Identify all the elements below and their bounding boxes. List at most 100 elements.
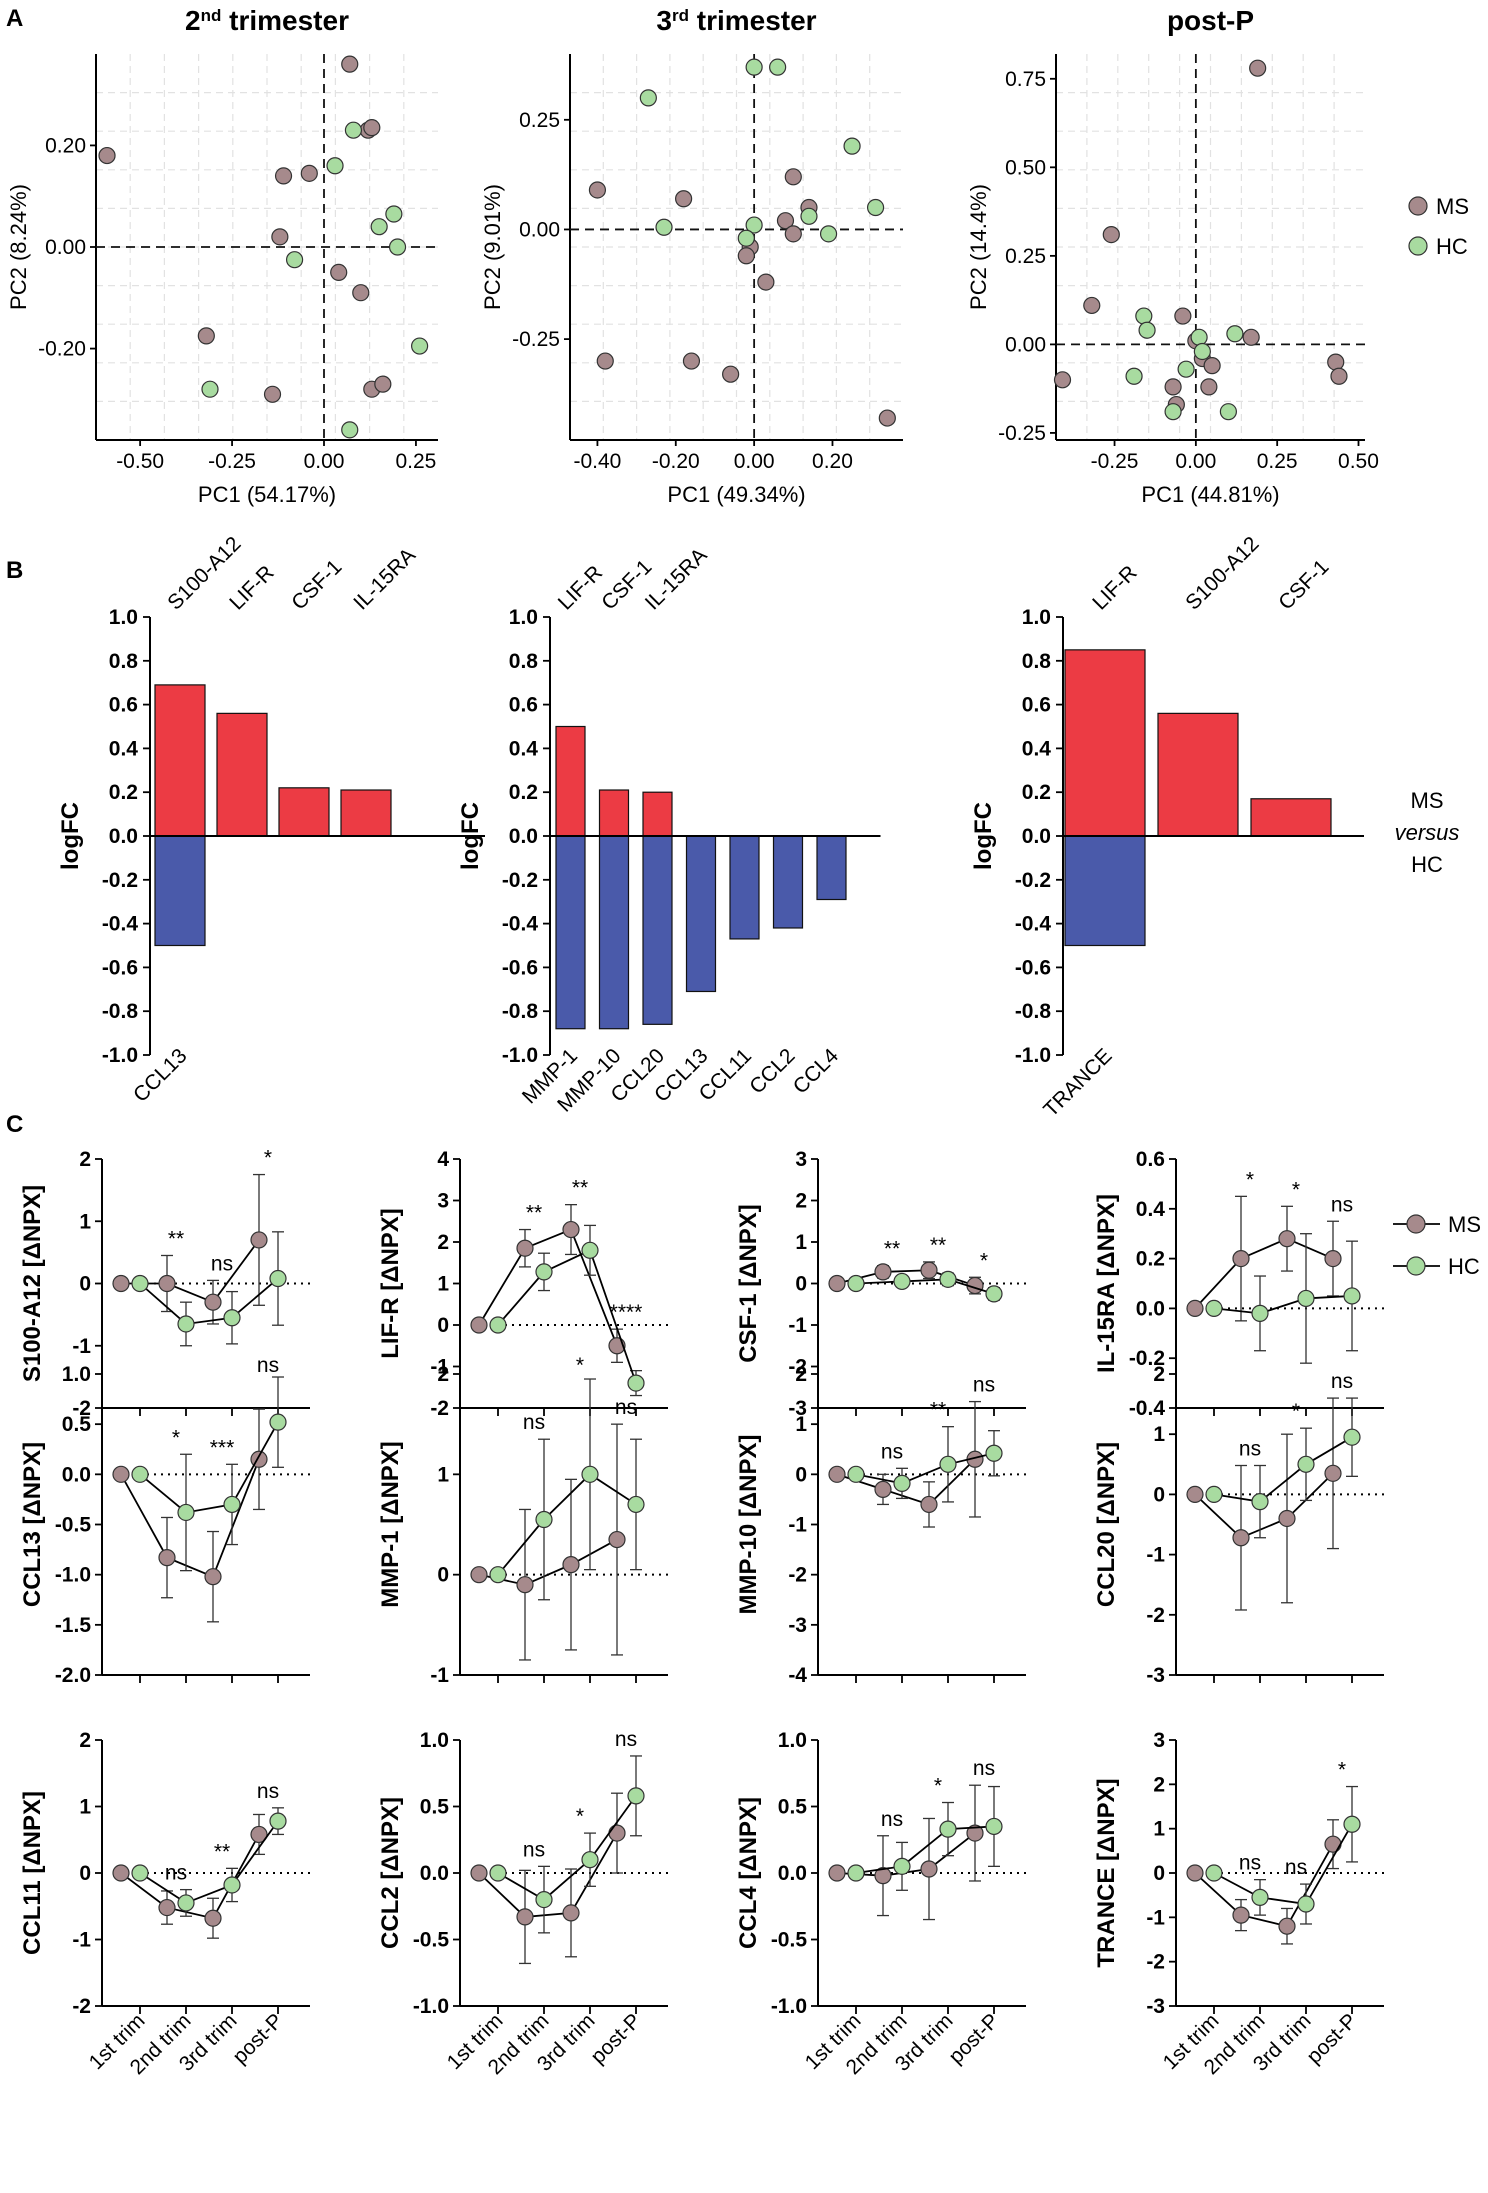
- point-hc: [745, 216, 763, 234]
- y-tick-label: 1: [79, 1796, 91, 1819]
- y-tick-label: 0.50: [1005, 156, 1046, 179]
- point-hc: [893, 1272, 911, 1291]
- point-hc: [581, 1851, 599, 1869]
- y-tick-label: -1.0: [1015, 1044, 1051, 1067]
- point-ms: [562, 1904, 580, 1922]
- point-hc: [535, 1263, 553, 1281]
- point-hc: [177, 1315, 195, 1333]
- point-ms: [1174, 307, 1192, 325]
- y-tick-label: -0.6: [1015, 956, 1051, 979]
- series-line-ms: [478, 1228, 618, 1347]
- y-tick-label: 0.4: [1022, 737, 1052, 760]
- point-ms: [112, 1864, 130, 1882]
- point-ms: [1053, 371, 1072, 389]
- point-ms: [158, 1274, 176, 1293]
- significance-label: *: [934, 1775, 942, 1798]
- series-line-ms: [1194, 1843, 1334, 1928]
- category-label-top: LIF-R: [1088, 561, 1141, 614]
- y-tick-label: -2: [430, 1397, 449, 1420]
- y-tick-label: -3: [1146, 1664, 1165, 1687]
- x-axis-label: PC1 (44.81%): [1141, 482, 1279, 507]
- series-line-hc: [497, 1473, 637, 1576]
- y-tick-label: 0.2: [1136, 1248, 1165, 1271]
- y-tick-label: 0.00: [1005, 333, 1046, 356]
- x-tick-label: 0.00: [734, 450, 775, 473]
- y-tick-label: -0.25: [998, 422, 1046, 445]
- y-tick-label: 0.5: [62, 1413, 92, 1436]
- y-tick-label: -0.4: [1015, 913, 1052, 936]
- y-tick-label: 0: [79, 1273, 91, 1296]
- point-hc: [1125, 367, 1143, 385]
- x-tick-label: 0.00: [1175, 450, 1216, 473]
- y-tick-label: 1: [795, 1231, 807, 1254]
- point-ms: [1278, 1230, 1296, 1248]
- category-label-bottom: CCL13: [129, 1044, 191, 1106]
- point-ms: [1232, 1529, 1250, 1547]
- point-ms: [98, 146, 116, 165]
- pca-3rd-chart: -0.40 -0.20 0.00 0.20 -0.25 0.00 0.25 PC1 (49.3…: [480, 5, 903, 507]
- y-tick-label: 0.0: [778, 1862, 807, 1885]
- x-tick-label: 0.50: [1338, 450, 1379, 473]
- y-tick-label: -3: [788, 1397, 807, 1420]
- y-tick-label: -1: [1146, 1906, 1165, 1929]
- y-tick-label: 0: [795, 1273, 807, 1296]
- point-ms: [874, 1480, 892, 1498]
- bar-3rd-chart: -1.0 -0.8 -0.6 -0.4 -0.2 0.0 0.2 0.4 0.6 0.8 1.0 lo…: [457, 544, 881, 1117]
- y-tick-label: 0.5: [420, 1796, 450, 1819]
- panel-label-b: B: [6, 557, 23, 584]
- y-tick-label: -2: [1146, 1604, 1165, 1627]
- x-tick-label: 0.00: [304, 450, 345, 473]
- y-tick-label: -1: [1146, 1544, 1165, 1567]
- point-hc: [1205, 1485, 1223, 1504]
- point-hc: [341, 421, 359, 439]
- significance-label: *: [1292, 1400, 1300, 1423]
- point-hc: [411, 337, 429, 355]
- point-hc: [627, 1374, 645, 1392]
- y-tick-label: 0.8: [1022, 650, 1052, 673]
- line-il15ra-chart: -0.4 -0.2 0.0 0.2 0.4 0.6 IL-15RA [ΔNPX] * * ns: [1093, 1148, 1384, 1420]
- significance-label: **: [214, 1840, 230, 1863]
- y-tick-label: -1.0: [413, 1995, 449, 2018]
- bar-down: [816, 835, 847, 901]
- point-hc: [177, 1503, 195, 1522]
- series-line-hc: [1213, 1823, 1353, 1906]
- category-label-top: LIF-R: [554, 561, 607, 614]
- y-tick-label: 0.00: [45, 236, 86, 259]
- y-axis-label: CCL11 [ΔNPX]: [19, 1791, 46, 1955]
- significance-label: ns: [973, 1757, 995, 1780]
- point-ms: [1102, 226, 1120, 244]
- point-ms: [675, 190, 693, 208]
- point-hc: [939, 1820, 957, 1838]
- y-tick-label: 0.0: [62, 1463, 91, 1486]
- y-tick-label: 1: [795, 1413, 807, 1436]
- category-label-top: IL-15RA: [641, 544, 712, 615]
- y-axis-label: CSF-1 [ΔNPX]: [735, 1204, 762, 1363]
- y-tick-label: 3: [1153, 1729, 1165, 1752]
- point-ms: [250, 1825, 268, 1844]
- point-hc: [847, 1465, 865, 1483]
- y-tick-label: -1.0: [55, 1564, 91, 1587]
- y-axis-label: PC2 (9.01%): [480, 184, 505, 310]
- y-tick-label: 0: [795, 1463, 807, 1486]
- point-hc: [269, 1413, 287, 1431]
- bar-up: [1157, 712, 1239, 837]
- bar-down: [642, 835, 673, 1025]
- y-axis-label: MMP-1 [ΔNPX]: [377, 1441, 404, 1608]
- x-tick-label: post-P: [944, 2009, 1003, 2068]
- point-hc: [1297, 1289, 1315, 1308]
- significance-label: *: [1246, 1168, 1254, 1191]
- y-axis-label: logFC: [457, 802, 484, 870]
- series-line-hc: [855, 1278, 995, 1295]
- point-ms: [920, 1495, 938, 1514]
- legend-a-hc-marker: [1408, 236, 1428, 256]
- significance-label: ****: [610, 1301, 643, 1324]
- y-tick-label: -3: [788, 1614, 807, 1637]
- point-hc: [1177, 360, 1195, 378]
- point-ms: [920, 1860, 938, 1878]
- y-tick-label: 1.0: [778, 1729, 807, 1752]
- significance-label: *: [264, 1147, 272, 1170]
- significance-label: *: [1338, 1759, 1346, 1782]
- point-ms: [374, 375, 392, 393]
- y-tick-label: 0: [437, 1564, 449, 1587]
